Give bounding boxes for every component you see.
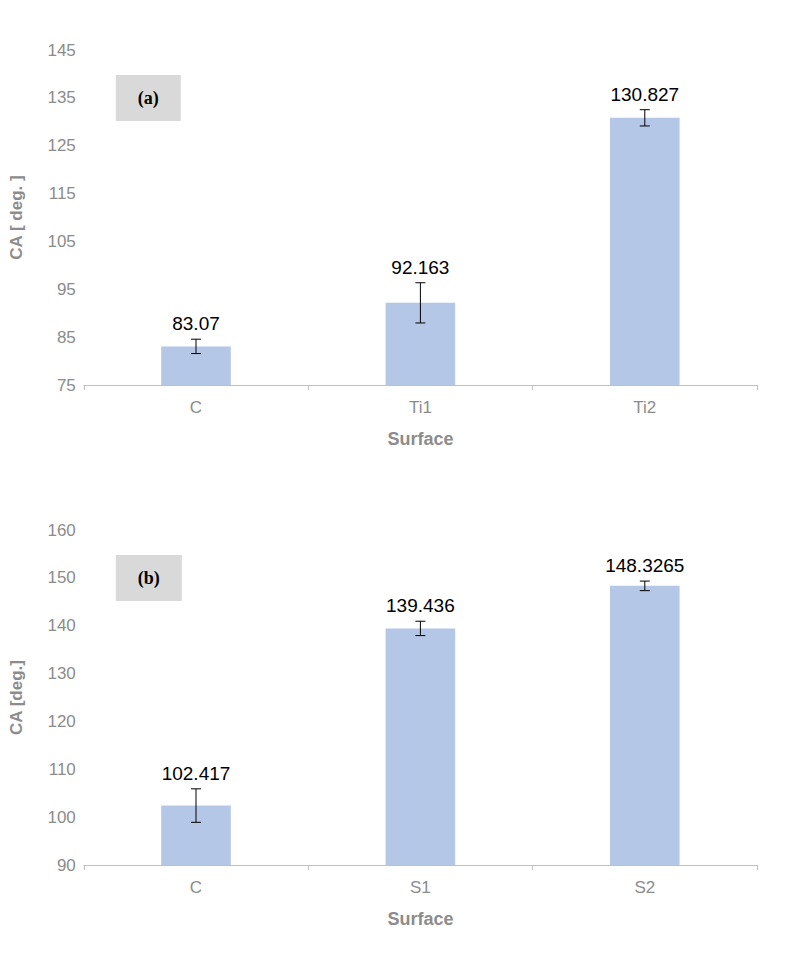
svg-text:102.417: 102.417 [162,763,231,784]
svg-text:100: 100 [47,808,75,827]
svg-text:75: 75 [57,376,76,395]
svg-text:C: C [190,398,202,417]
svg-text:160: 160 [47,521,75,540]
svg-text:S2: S2 [634,878,655,897]
svg-text:115: 115 [49,184,76,203]
svg-text:CA [ deg. ]: CA [ deg. ] [7,175,26,259]
svg-text:130: 130 [47,664,75,683]
svg-text:125: 125 [47,136,75,155]
svg-text:(a): (a) [138,88,159,109]
svg-text:95: 95 [57,280,76,299]
svg-text:145: 145 [47,41,75,60]
svg-text:83.07: 83.07 [172,313,220,334]
svg-text:105: 105 [47,232,75,251]
svg-text:Surface: Surface [387,909,453,929]
svg-text:135: 135 [47,88,75,107]
svg-text:S1: S1 [410,878,431,897]
svg-text:130.827: 130.827 [610,84,679,105]
svg-text:(b): (b) [138,568,160,589]
svg-text:148.3265: 148.3265 [605,555,684,576]
svg-text:120: 120 [47,712,75,731]
svg-text:110: 110 [49,760,76,779]
svg-text:92.163: 92.163 [391,257,449,278]
svg-text:139.436: 139.436 [386,595,455,616]
svg-text:Ti1: Ti1 [409,398,432,417]
svg-text:C: C [190,878,202,897]
svg-text:90: 90 [57,856,76,875]
svg-text:140: 140 [47,616,75,635]
svg-text:Surface: Surface [387,429,453,449]
svg-text:Ti2: Ti2 [633,398,656,417]
svg-text:CA [deg.]: CA [deg.] [7,660,26,735]
svg-text:85: 85 [57,328,76,347]
svg-text:150: 150 [47,568,75,587]
